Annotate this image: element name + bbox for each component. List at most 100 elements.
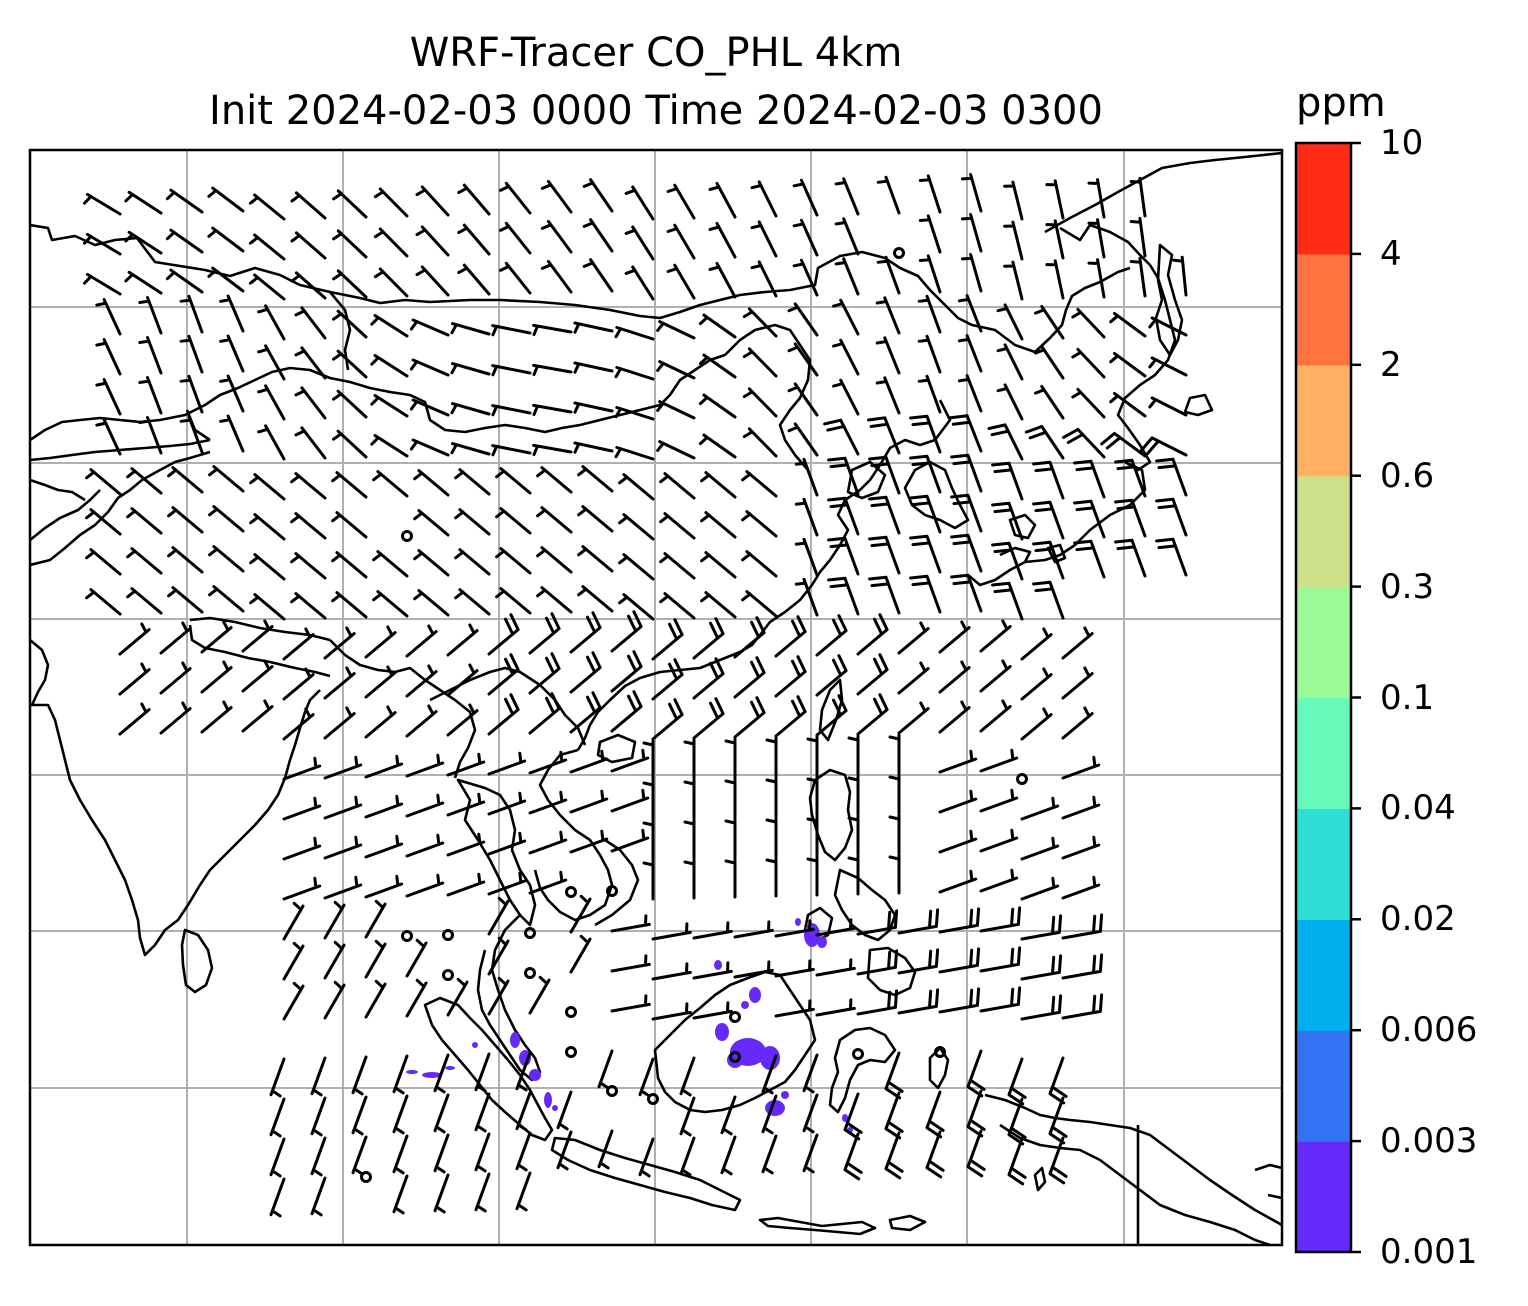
wind-barb-icon xyxy=(1020,667,1053,701)
wind-barb-icon xyxy=(569,651,602,694)
wind-barb-icon xyxy=(405,664,438,698)
colorbar-tick-label: 0.1 xyxy=(1380,677,1435,718)
wind-barb-icon xyxy=(249,473,286,501)
wind-barb-icon xyxy=(659,592,696,620)
calm-wind-circle-icon xyxy=(442,929,454,941)
wind-barb-icon xyxy=(1109,351,1147,378)
wind-barb-icon xyxy=(708,182,737,219)
wind-barb-icon xyxy=(364,705,397,739)
wind-barb-icon xyxy=(1172,255,1188,297)
wind-barb-icon xyxy=(642,739,655,781)
wind-barb-icon xyxy=(282,796,322,821)
wind-barb-icon xyxy=(290,552,327,580)
calm-wind-circle-icon xyxy=(442,969,454,981)
wind-barb-icon xyxy=(124,190,163,215)
colorbar-tick-label: 4 xyxy=(1380,233,1402,274)
calm-wind-circle-icon xyxy=(524,967,536,979)
wind-barb-icon xyxy=(909,414,942,454)
wind-barb-icon xyxy=(1071,307,1106,339)
wind-barb-icon xyxy=(991,541,1024,581)
wind-barb-icon xyxy=(372,550,409,578)
wind-barb-icon xyxy=(165,228,204,254)
wind-barb-icon xyxy=(856,693,889,736)
wind-barb-icon xyxy=(290,231,327,260)
wind-barb-icon xyxy=(454,588,491,616)
wind-barb-icon xyxy=(996,343,1024,381)
wind-barb-icon xyxy=(1045,179,1065,220)
wind-barb-icon xyxy=(610,828,650,853)
wind-barb-icon xyxy=(95,378,122,416)
wind-barb-icon xyxy=(610,690,643,733)
wind-barb-icon xyxy=(532,323,573,337)
wind-barb-icon xyxy=(802,1133,819,1174)
wind-barb-icon xyxy=(938,620,971,654)
wind-barb-icon xyxy=(282,667,315,701)
wind-barb-icon xyxy=(83,272,122,296)
wind-barb-icon xyxy=(610,994,651,1013)
wind-barb-icon xyxy=(1109,311,1147,338)
wind-barb-icon xyxy=(827,496,860,536)
wind-barb-icon xyxy=(372,470,409,498)
wind-barb-icon xyxy=(991,461,1024,501)
wind-barb-icon xyxy=(692,921,733,940)
wind-barb-icon xyxy=(774,615,807,658)
wind-barb-icon xyxy=(310,1136,327,1177)
calm-wind-circle-icon xyxy=(934,1046,946,1058)
wind-barb-icon xyxy=(1071,387,1106,419)
wind-barb-icon xyxy=(949,414,983,453)
wind-barb-icon xyxy=(917,294,942,334)
wind-barb-icon xyxy=(792,178,819,217)
wind-barb-icon xyxy=(323,900,346,940)
wind-barb-icon xyxy=(610,748,650,773)
wind-barb-icon xyxy=(618,593,655,621)
calm-wind-circle-icon xyxy=(401,530,413,542)
wind-barb-icon xyxy=(765,736,778,778)
wind-barb-icon xyxy=(446,832,486,857)
wind-barb-icon xyxy=(918,254,942,294)
wind-barb-icon xyxy=(834,257,860,296)
wind-barb-icon xyxy=(454,468,491,496)
wind-barb-icon xyxy=(979,788,1019,813)
wind-barb-icon xyxy=(868,575,901,615)
wind-barb-icon xyxy=(446,752,486,777)
wind-barb-icon xyxy=(950,533,983,573)
wind-barb-icon xyxy=(446,872,486,897)
wind-barb-icon xyxy=(249,513,286,541)
wind-barb-icon xyxy=(979,986,1022,1013)
wind-barb-icon xyxy=(556,1130,573,1171)
wind-barb-icon xyxy=(95,418,122,456)
wind-barb-icon xyxy=(138,416,163,455)
wind-barb-icon xyxy=(884,1131,904,1180)
wind-barb-icon xyxy=(847,734,860,776)
wind-barb-icon xyxy=(1139,436,1188,457)
wind-barb-icon xyxy=(1061,875,1101,900)
wind-barb-icon xyxy=(614,326,655,341)
wind-barb-icon xyxy=(897,621,930,655)
wind-barb-icon xyxy=(708,262,737,299)
colorbar-segment xyxy=(1296,1141,1351,1253)
wind-barb-icon xyxy=(323,755,363,780)
wind-barb-icon xyxy=(765,856,778,898)
wind-barb-icon xyxy=(159,661,192,695)
wind-barb-icon xyxy=(200,620,233,654)
wind-barb-icon xyxy=(331,471,368,499)
wind-barb-icon xyxy=(815,918,856,937)
wind-barb-icon xyxy=(294,426,327,460)
wind-barb-icon xyxy=(683,858,696,900)
wind-barb-icon xyxy=(1061,626,1094,660)
wind-barb-icon xyxy=(909,494,942,534)
wind-barb-icon xyxy=(774,655,807,698)
wind-barbs-layer xyxy=(83,173,1188,1218)
wind-barb-icon xyxy=(651,922,692,941)
wind-barb-icon xyxy=(332,269,368,299)
calm-wind-circle-icon xyxy=(565,1046,577,1058)
wind-barb-icon xyxy=(409,398,450,417)
wind-barb-icon xyxy=(642,859,655,901)
wind-barb-icon xyxy=(569,749,609,774)
wind-barb-icon xyxy=(950,453,983,493)
wind-barb-icon xyxy=(370,354,409,378)
wind-barb-icon xyxy=(597,1049,614,1090)
wind-barb-icon xyxy=(733,960,774,979)
wind-barb-icon xyxy=(847,854,860,896)
